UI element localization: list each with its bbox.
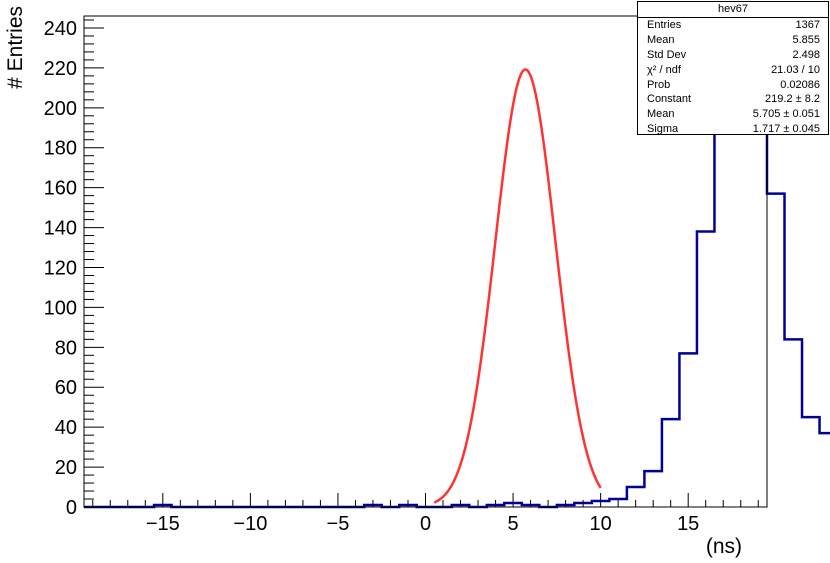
y-tick-label: 60 (55, 377, 77, 399)
axis-ticks (84, 19, 759, 508)
stats-value: 5.705 ± 0.051 (752, 108, 820, 121)
histogram-bin (785, 339, 803, 507)
stats-label: Std Dev (647, 48, 687, 61)
stats-row: Mean 5.855 (638, 33, 828, 48)
histogram-bin (732, 102, 750, 507)
x-tick-label: 15 (677, 513, 699, 535)
stats-row: Std Dev 2.498 (638, 48, 828, 63)
histogram-bin (609, 499, 627, 507)
x-axis-label: (ns) (706, 535, 742, 558)
histogram-bin (644, 471, 662, 507)
histogram-bin (802, 417, 820, 507)
stats-label: Mean (647, 33, 675, 46)
histogram-bin (697, 232, 715, 507)
histogram-bin (504, 503, 522, 507)
histogram-bin (662, 419, 680, 507)
stats-value: 21.03 / 10 (771, 63, 820, 76)
y-tick-label: 180 (44, 138, 77, 160)
y-tick-label: 240 (44, 18, 77, 40)
stats-label: χ² / ndf (647, 63, 681, 76)
stats-box: hev67 Entries 1367 Mean 5.855 Std Dev 2.498 χ²… (637, 1, 829, 135)
histogram-bin (714, 78, 732, 507)
y-tick-label: 0 (66, 497, 77, 519)
stats-row: Mean 5.705 ± 0.051 (638, 107, 828, 122)
histogram-bin (592, 501, 610, 507)
x-tick-label: −15 (146, 513, 180, 535)
stats-value: 1.717 ± 0.045 (752, 123, 820, 136)
y-tick-label: 220 (44, 58, 77, 80)
histogram-bin (679, 353, 697, 507)
y-tick-label: 160 (44, 178, 77, 200)
histogram-bin (574, 503, 592, 507)
gaussian-fit-curve (433, 68, 602, 504)
y-tick-label: 140 (44, 218, 77, 240)
x-tick-label: 5 (508, 513, 519, 535)
x-tick-labels: −15 −10 −5 0 5 10 15 (146, 513, 699, 535)
y-tick-label: 200 (44, 98, 77, 120)
stats-value: 5.855 (792, 33, 820, 46)
stats-row: Sigma 1.717 ± 0.045 (638, 122, 828, 137)
stats-row: Constant 219.2 ± 8.2 (638, 92, 828, 107)
y-axis-label: # Entries (4, 6, 27, 89)
stats-label: Entries (647, 19, 682, 31)
plot-frame (83, 15, 768, 508)
stats-value: 2.498 (792, 48, 820, 61)
stats-box-title: hev67 (638, 2, 828, 18)
stats-row: Prob 0.02086 (638, 78, 828, 93)
stats-row: χ² / ndf 21.03 / 10 (638, 63, 828, 78)
stats-row: Entries 1367 (638, 18, 828, 33)
stats-label: Constant (647, 93, 692, 106)
stats-value: 1367 (795, 19, 820, 31)
x-tick-label: 10 (590, 513, 612, 535)
stats-label: Mean (647, 108, 675, 121)
x-tick-label: 0 (420, 513, 431, 535)
histogram-bin (627, 487, 645, 507)
stats-value: 219.2 ± 8.2 (765, 93, 820, 106)
y-tick-label: 100 (44, 297, 77, 319)
y-tick-label: 20 (55, 457, 77, 479)
x-tick-label: −10 (233, 513, 267, 535)
y-tick-labels: 0 20 40 60 80 100 120 140 160 180 200 220 240 (44, 18, 77, 519)
y-tick-label: 40 (55, 417, 77, 439)
x-tick-label: −5 (327, 513, 350, 535)
y-tick-label: 120 (44, 257, 77, 279)
stats-label: Prob (647, 78, 671, 91)
y-tick-label: 80 (55, 337, 77, 359)
stats-rows: Entries 1367 Mean 5.855 Std Dev 2.498 χ² / ndf… (638, 18, 828, 137)
stats-value: 0.02086 (780, 78, 820, 91)
stats-label: Sigma (647, 123, 679, 136)
histogram-bin (767, 194, 785, 507)
histogram-bin (820, 433, 830, 507)
